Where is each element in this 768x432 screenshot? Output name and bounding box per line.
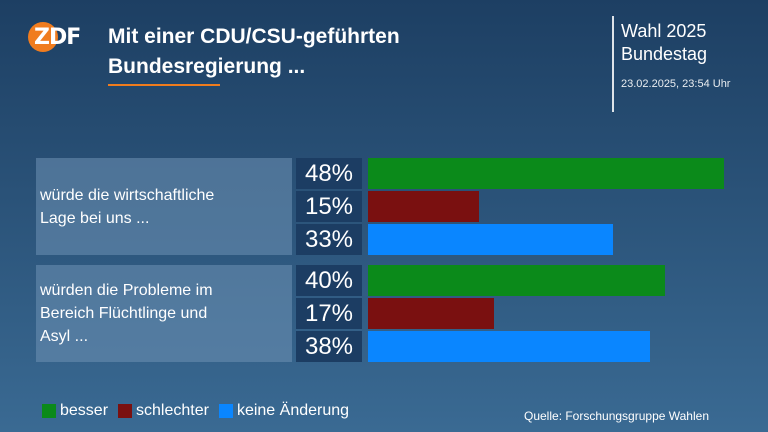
bar-group-2-keine-aenderung — [368, 331, 650, 362]
chart-title: Mit einer CDU/CSU-geführten Bundesregier… — [108, 22, 568, 82]
zdf-logo-text: ZDF — [34, 25, 81, 50]
legend-label-besser: besser — [60, 402, 109, 419]
legend-swatch-keine-aenderung — [218, 404, 233, 418]
bar-group-2-schlechter — [368, 298, 494, 329]
chart-title-line-2: Bundesregierung ... — [108, 55, 306, 78]
legend-item-schlechter: schlechter — [118, 402, 209, 420]
election-line-2: Bundestag — [621, 44, 708, 64]
legend-item-besser: besser — [42, 402, 108, 420]
legend-swatch-schlechter — [118, 404, 133, 418]
bar-group-1-keine-aenderung — [368, 224, 613, 255]
group-1-label-line-1: würde die wirtschaftliche — [40, 186, 215, 204]
legend-item-keine-aenderung: keine Änderung — [218, 402, 350, 420]
chart-title-line-1: Mit einer CDU/CSU-geführten — [108, 25, 400, 48]
value-label-group-2-schlechter: 17% — [296, 298, 362, 329]
header-divider — [612, 16, 614, 112]
legend-label-schlechter: schlechter — [136, 402, 209, 419]
group-2-label-line-3: Asyl ... — [40, 328, 89, 345]
legend-label-keine-aenderung: keine Änderung — [236, 402, 350, 419]
zdf-logo-circle — [28, 22, 58, 52]
group-2-label-line-2: Bereich Flüchtlinge und — [40, 305, 208, 322]
value-label-group-1-besser: 48% — [296, 158, 362, 189]
bar-group-1-besser — [368, 158, 724, 189]
group-label-1: würde die wirtschaftliche Lage bei uns ..… — [36, 158, 292, 255]
group-label-text-1: würde die wirtschaftliche Lage bei uns ..… — [40, 184, 214, 230]
group-2-label-line-1: würden die Probleme im — [40, 282, 213, 299]
group-label-2: würden die Probleme im Bereich Flüchtling… — [36, 265, 292, 362]
bar-group-2-besser — [368, 265, 665, 296]
timestamp: 23.02.2025, 23:54 Uhr — [621, 78, 731, 90]
group-label-text-2: würden die Probleme im Bereich Flüchtling… — [40, 279, 213, 348]
value-label-group-1-keine-aenderung: 33% — [296, 224, 362, 255]
zdf-logo: ZDF — [28, 22, 81, 52]
bar-group-1-schlechter — [368, 191, 479, 222]
legend: besser schlechter keine Änderung — [42, 402, 359, 420]
election-line-1: Wahl 2025 — [621, 21, 707, 41]
title-underline — [108, 84, 220, 86]
election-label: Wahl 2025 Bundestag — [621, 20, 707, 66]
legend-swatch-besser — [42, 404, 56, 418]
source-note: Quelle: Forschungsgruppe Wahlen — [524, 409, 709, 423]
value-label-group-1-schlechter: 15% — [296, 191, 362, 222]
value-label-group-2-keine-aenderung: 38% — [296, 331, 362, 362]
group-1-label-line-2: Lage bei uns ... — [40, 209, 150, 227]
value-label-group-2-besser: 40% — [296, 265, 362, 296]
